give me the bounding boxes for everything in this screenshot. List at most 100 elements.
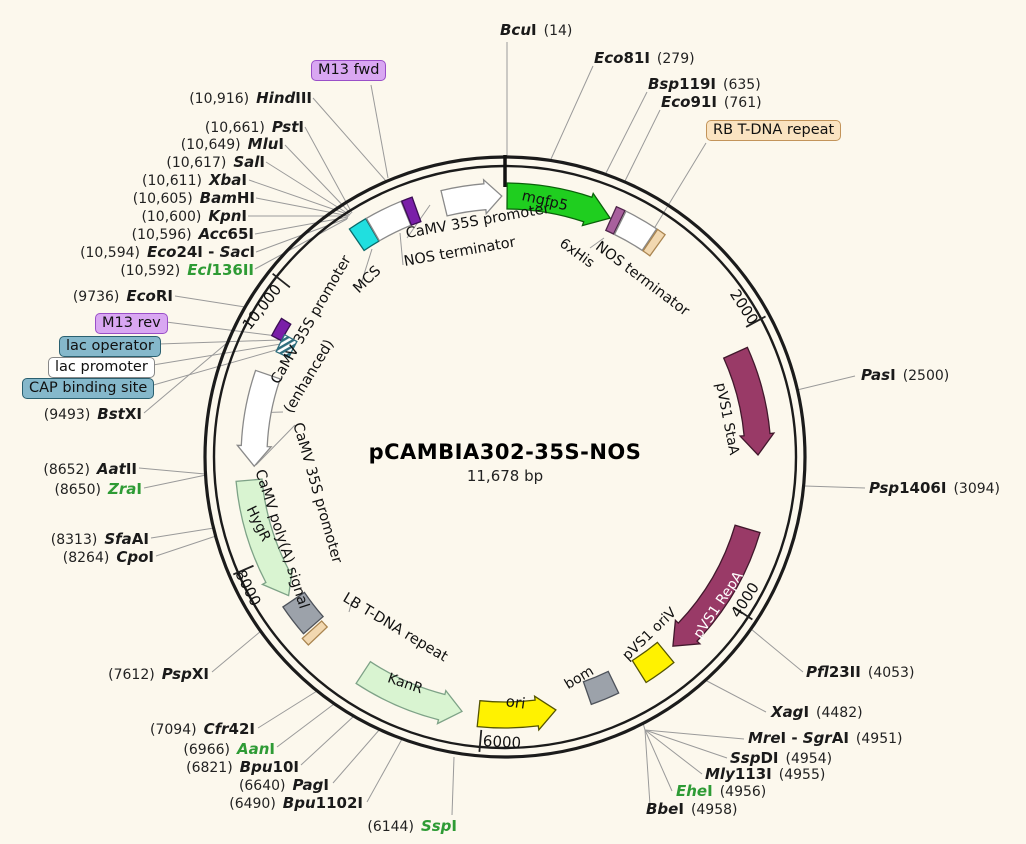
- site-label-rb[interactable]: RB T-DNA repeat: [706, 120, 842, 141]
- enzyme-name-part: III: [295, 89, 312, 107]
- enzyme-label-PasI[interactable]: PasI (2500): [861, 367, 949, 385]
- enzyme-label-XbaI[interactable]: (10,611) XbaI: [142, 172, 247, 190]
- enzyme-cut-position: (4053): [867, 665, 915, 681]
- feature-hygr[interactable]: [235, 478, 294, 597]
- enzyme-label-AatII[interactable]: (8652) AatII: [43, 461, 137, 479]
- site-label-cap[interactable]: CAP binding site: [22, 378, 155, 399]
- enzyme-label-AanI[interactable]: (6966) AanI: [183, 741, 275, 759]
- enzyme-name-part: 81I: [623, 49, 650, 67]
- enzyme-label-CpoI[interactable]: (8264) CpoI: [63, 549, 154, 567]
- enzyme-label-Cfr42I[interactable]: (7094) Cfr42I: [150, 721, 255, 739]
- enzyme-name-part: Cfr: [203, 720, 229, 738]
- enzyme-cut-position: (8650): [54, 482, 101, 498]
- enzyme-label-Bpu10I[interactable]: (6821) Bpu10I: [186, 759, 299, 777]
- enzyme-label-EcoRI[interactable]: (9736) EcoRI: [73, 288, 173, 306]
- enzyme-name-part: Bam: [199, 189, 237, 207]
- site-label-lacop[interactable]: lac operator: [59, 336, 161, 357]
- enzyme-cut-position: (9736): [72, 289, 120, 305]
- enzyme-label-PagI[interactable]: (6640) PagI: [239, 777, 329, 795]
- feature-label-ori_lbl[interactable]: ori: [504, 692, 527, 713]
- feature-repa[interactable]: [672, 524, 761, 647]
- enzyme-name-part: Pas: [861, 366, 891, 384]
- enzyme-cut-position: (10,596): [131, 227, 192, 243]
- feature-lb_slab[interactable]: [301, 620, 329, 646]
- leader-line: [796, 375, 856, 391]
- enzyme-label-SspDI[interactable]: SspDI (4954): [730, 750, 832, 768]
- enzyme-cut-position: (10,600): [141, 209, 202, 225]
- tick-mark-4000: [733, 606, 753, 621]
- feature-kanr[interactable]: [355, 660, 464, 725]
- enzyme-label-BbeI[interactable]: BbeI (4958): [646, 801, 738, 819]
- site-label-m13rev[interactable]: M13 rev: [95, 313, 168, 334]
- enzyme-label-SalI[interactable]: (10,617) SalI: [166, 154, 265, 172]
- feature-enh[interactable]: [235, 369, 282, 468]
- feature-bom[interactable]: [582, 670, 620, 706]
- enzyme-label-HindIII[interactable]: (10,916) HindIII: [189, 90, 312, 108]
- feature-rb_slab[interactable]: [642, 228, 667, 257]
- enzyme-name-part: Eco: [146, 243, 177, 261]
- leader-line: [174, 295, 246, 308]
- feature-camv35s_top[interactable]: [440, 178, 503, 217]
- feature-oriv[interactable]: [631, 641, 675, 684]
- leader-line: [550, 65, 594, 160]
- enzyme-label-MreI-SgrAI[interactable]: MreI - SgrAI (4951): [748, 730, 902, 748]
- enzyme-cut-position: (14): [543, 23, 573, 39]
- enzyme-label-KpnI[interactable]: (10,600) KpnI: [141, 208, 247, 226]
- feature-nos_left_slab[interactable]: [400, 196, 422, 227]
- enzyme-label-Bsp119I[interactable]: Bsp119I (635): [648, 76, 761, 94]
- leader-line: [143, 474, 207, 489]
- enzyme-label-Bpu1102I[interactable]: (6490) Bpu1102I: [229, 795, 363, 813]
- enzyme-label-Acc65I[interactable]: (10,596) Acc65I: [132, 226, 254, 244]
- leader-line: [750, 628, 804, 673]
- enzyme-cut-position: (10,916): [189, 91, 250, 107]
- enzyme-name-part: Bcu: [500, 21, 532, 39]
- leader-line: [211, 630, 262, 673]
- enzyme-label-Eco24I-SacI[interactable]: (10,594) Eco24I - SacI: [80, 244, 255, 262]
- enzyme-name-part: Pst: [271, 118, 299, 136]
- leader-line: [804, 485, 866, 489]
- enzyme-name-part: -: [786, 729, 803, 747]
- enzyme-cut-position: (4956): [719, 784, 767, 800]
- enzyme-cut-position: (7612): [108, 667, 155, 683]
- enzyme-label-Psp1406I[interactable]: Psp1406I (3094): [869, 480, 1000, 498]
- enzyme-label-Ecl136II[interactable]: (10,592) Ecl136II: [120, 262, 254, 280]
- site-label-m13fwd[interactable]: M13 fwd: [311, 60, 387, 81]
- leader-line: [143, 341, 229, 414]
- feature-ori[interactable]: [476, 694, 557, 732]
- enzyme-cut-position: (10,594): [80, 245, 140, 261]
- enzyme-label-MluI[interactable]: (10,649) MluI: [181, 136, 284, 154]
- feature-lac_mark[interactable]: [275, 333, 298, 359]
- feature-staa[interactable]: [722, 346, 776, 457]
- feature-nos_right[interactable]: [613, 210, 658, 252]
- enzyme-label-SfaAI[interactable]: (8313) SfaAI: [51, 531, 149, 549]
- leader-line: [651, 142, 707, 233]
- enzyme-label-EheI[interactable]: EheI (4956): [676, 783, 766, 801]
- enzyme-label-Eco81I[interactable]: Eco81I (279): [594, 50, 695, 68]
- feature-polya[interactable]: [281, 591, 325, 635]
- enzyme-label-SspI[interactable]: (6144) SspI: [367, 818, 457, 836]
- tick-label-6000: 6000: [482, 732, 522, 752]
- enzyme-label-BamHI[interactable]: (10,605) BamHI: [133, 190, 255, 208]
- enzyme-name-part: I: [241, 171, 247, 189]
- leader-line: [255, 424, 296, 466]
- site-label-lacprom[interactable]: lac promoter: [48, 357, 155, 378]
- enzyme-label-BstXI[interactable]: (9493) BstXI: [44, 406, 142, 424]
- enzyme-cut-position: (10,592): [120, 263, 181, 279]
- enzyme-label-PstI[interactable]: (10,661) PstI: [205, 119, 304, 137]
- leader-line: [265, 161, 351, 216]
- enzyme-label-Eco91I[interactable]: Eco91I (761): [661, 94, 762, 112]
- enzyme-label-PspXI[interactable]: (7612) PspXI: [108, 666, 209, 684]
- enzyme-label-XagI[interactable]: XagI (4482): [771, 704, 863, 722]
- enzyme-name-part: Acc: [198, 225, 228, 243]
- enzyme-label-Pfl23II[interactable]: Pfl23II (4053): [806, 664, 914, 682]
- leader-line: [255, 197, 350, 217]
- plasmid-title: pCAMBIA302-35S-NOS: [368, 440, 642, 464]
- enzyme-label-ZraI[interactable]: (8650) ZraI: [54, 481, 142, 499]
- enzyme-name-part: DI: [760, 749, 779, 767]
- enzyme-label-BcuI[interactable]: BcuI (14): [500, 22, 572, 40]
- leader-line: [254, 218, 348, 270]
- feature-sixhis[interactable]: [604, 205, 626, 235]
- enzyme-label-Mly113I[interactable]: Mly113I (4955): [705, 766, 825, 784]
- feature-mgfp5[interactable]: [506, 182, 612, 227]
